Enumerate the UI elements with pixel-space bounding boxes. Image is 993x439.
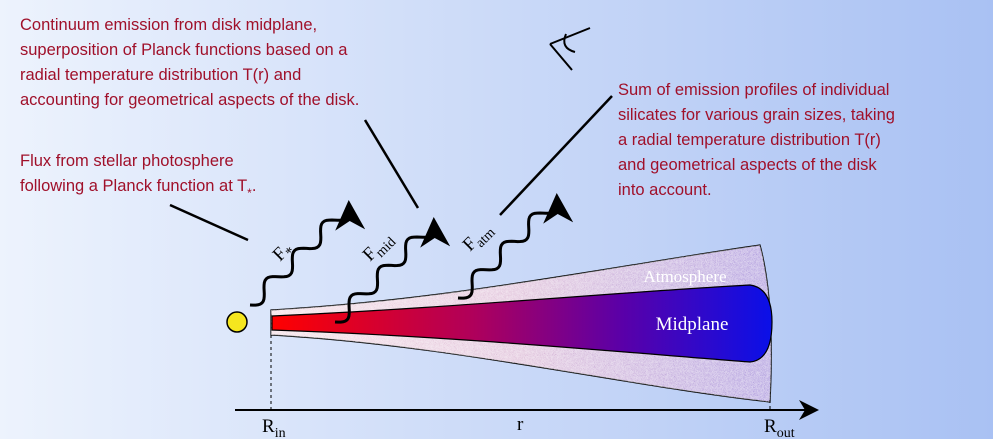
text-line: Sum of emission profiles of individual (618, 81, 889, 99)
text-line: into account. (618, 181, 712, 199)
diagram: Continuum emission from disk midplane, s… (0, 0, 993, 439)
text-line: Continuum emission from disk midplane, (20, 16, 317, 34)
symbol: R (764, 416, 777, 437)
axis-label: r (517, 414, 524, 435)
text: . (252, 177, 257, 195)
text-line: superposition of Planck functions based … (20, 41, 348, 59)
text-line: accounting for geometrical aspects of th… (20, 91, 359, 109)
subscript: in (275, 426, 286, 439)
text-line: a radial temperature distribution T(r) (618, 131, 881, 149)
text-line: radial temperature distribution T(r) and (20, 66, 301, 84)
atmosphere-label: Atmosphere (643, 267, 726, 286)
star (227, 312, 247, 332)
text-line: silicates for various grain sizes, takin… (618, 106, 895, 124)
midplane-label: Midplane (656, 314, 729, 335)
symbol: R (262, 416, 275, 437)
text-line: and geometrical aspects of the disk (618, 156, 877, 174)
subscript: out (777, 426, 795, 439)
text: following a Planck function at T (20, 177, 247, 195)
text-line: Flux from stellar photosphere (20, 152, 234, 170)
